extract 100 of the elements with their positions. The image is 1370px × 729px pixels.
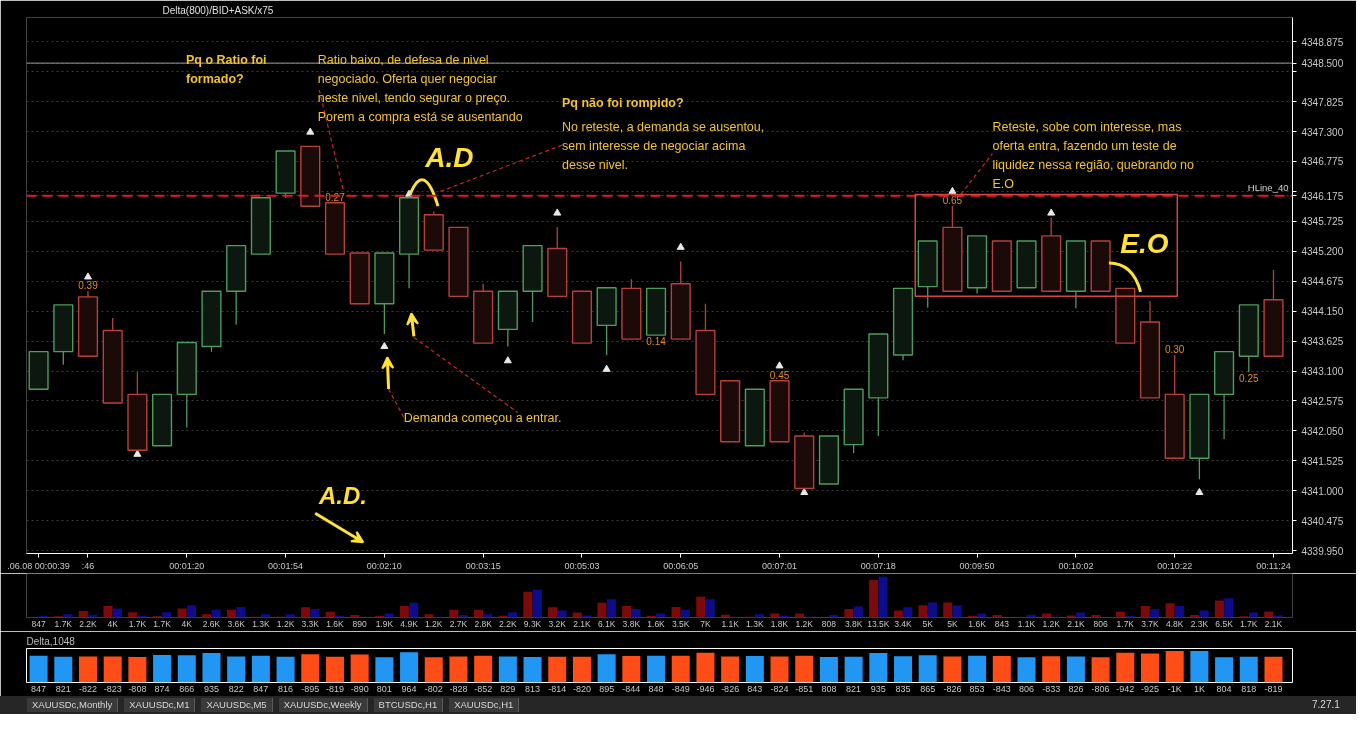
x-tick-label: 847 (31, 683, 47, 694)
point (948, 186, 957, 194)
x-tick-label: 1.7K (1116, 618, 1135, 629)
bar (680, 609, 690, 618)
bar (236, 606, 246, 618)
x-tick-label: -820 (572, 683, 591, 694)
y-tick-label: 4343.625 (1301, 336, 1344, 348)
chart-title: Delta,1048 (26, 635, 76, 647)
annotation: Reteste, sobe com interesse, mas oferta entra, fazendo um teste de liquidez nessa região, quebrando no E.O (992, 120, 1195, 192)
y-tick-label: 4341.525 (1301, 455, 1344, 467)
annotation: E.O (1120, 228, 1169, 260)
x-tick-label: 865 (920, 683, 936, 694)
bar (952, 605, 962, 618)
x-tick-label: -806 (1091, 683, 1110, 694)
x-tick-label: 2.8K (474, 618, 493, 629)
bar (483, 614, 493, 618)
x-tick-label: .06.08 00:00:39 (7, 560, 70, 571)
y-tick-label: 4342.575 (1301, 395, 1344, 407)
x-tick-label: 00:03:15 (465, 560, 501, 571)
chart-title: Delta(800)/BID+ASK/x75 (162, 4, 274, 16)
point (602, 364, 611, 372)
x-tick-label: -895 (301, 683, 320, 694)
x-tick-label: -819 (325, 683, 344, 694)
x-tick-label: 806 (1093, 618, 1108, 629)
x-tick-label: 5K (922, 618, 934, 629)
text: XAUUSDc,M5 (201, 698, 273, 712)
x-tick-label: 1.1K (721, 618, 740, 629)
y-tick-label: 4339.950 (1301, 545, 1344, 557)
annotation: A.D (424, 142, 474, 174)
x-tick-label: -826 (943, 683, 962, 694)
x-tick-label: -828 (449, 683, 468, 694)
x-tick-label: 9.3K (523, 618, 542, 629)
x-tick-label: 1.6K (326, 618, 345, 629)
bar (622, 606, 632, 618)
x-tick-label: 3.2K (548, 618, 567, 629)
x-tick-label: 821 (846, 683, 862, 694)
x-tick-label: -1K (1167, 683, 1182, 694)
x-tick-label: 6.5K (1215, 618, 1234, 629)
point (306, 127, 315, 135)
x-tick-label: 822 (228, 683, 244, 694)
x-tick-label: 1.3K (746, 618, 764, 629)
x-tick-label: 1.9K (375, 618, 394, 629)
x-tick-label: 2.1K (1264, 618, 1283, 629)
bar (1224, 598, 1234, 618)
x-tick-label: 1.2K (1042, 618, 1061, 629)
bar (548, 607, 558, 618)
bar (399, 606, 409, 618)
y-tick-label: 4346.775 (1301, 156, 1344, 168)
annotation: Demanda começou a entrar. (403, 410, 562, 425)
bar (844, 608, 854, 618)
point (503, 356, 512, 364)
x-tick-label: 1.2K (425, 618, 443, 629)
x-tick-label: 1.8K (770, 618, 789, 629)
bar (409, 602, 419, 618)
bar (943, 602, 953, 618)
x-tick-label: 2.6K (202, 618, 221, 629)
x-tick-label: -808 (128, 683, 147, 694)
x-tick-label: 935 (203, 683, 220, 694)
x-tick-label: 00:01:20 (169, 560, 205, 571)
y-tick-label: 4348.500 (1301, 58, 1344, 70)
x-tick-label: 7K (700, 618, 711, 629)
text: 0.25 (1239, 373, 1259, 385)
x-tick-label: 1.6K (968, 618, 987, 629)
point (553, 208, 562, 216)
x-tick-label: 890 (352, 618, 368, 629)
x-tick-label: 00:10:02 (1058, 560, 1094, 571)
point (84, 272, 92, 280)
x-tick-label: -946 (696, 683, 715, 694)
x-tick-label: 804 (1216, 683, 1232, 694)
x-tick-label: 2.7K (449, 618, 468, 629)
x-tick-label: 4K (181, 618, 193, 629)
bar (1150, 608, 1160, 618)
bar (696, 596, 706, 618)
x-tick-label: -851 (795, 683, 814, 694)
text: XAUUSDc,Monthly (27, 698, 119, 712)
text: 0.27 (325, 191, 345, 203)
x-tick-label: 806 (1019, 683, 1035, 694)
bar (63, 614, 73, 618)
bar (384, 613, 394, 618)
bar (631, 608, 641, 618)
bar (903, 607, 913, 618)
x-tick-label: 00:02:10 (366, 560, 402, 571)
x-tick-label: 5K (947, 618, 958, 629)
point (1195, 487, 1204, 496)
x-tick-label: -822 (78, 683, 98, 694)
bar (869, 580, 879, 618)
bar (755, 614, 765, 618)
x-tick-label: 2.2K (499, 618, 517, 629)
bar (918, 605, 928, 618)
x-tick-label: 1.7K (128, 618, 147, 629)
text: 0.39 (78, 280, 98, 292)
bar (671, 606, 681, 618)
x-tick-label: 3.4K (894, 618, 913, 629)
x-tick-label: 848 (648, 683, 664, 694)
x-tick-label: -925 (1140, 683, 1159, 694)
y-tick-label: 4347.300 (1301, 126, 1344, 138)
ref-line-label: HLine_40 (1247, 181, 1289, 193)
x-tick-label: -824 (770, 683, 789, 694)
bar (770, 613, 780, 618)
x-tick-label: 2.1K (573, 618, 592, 629)
